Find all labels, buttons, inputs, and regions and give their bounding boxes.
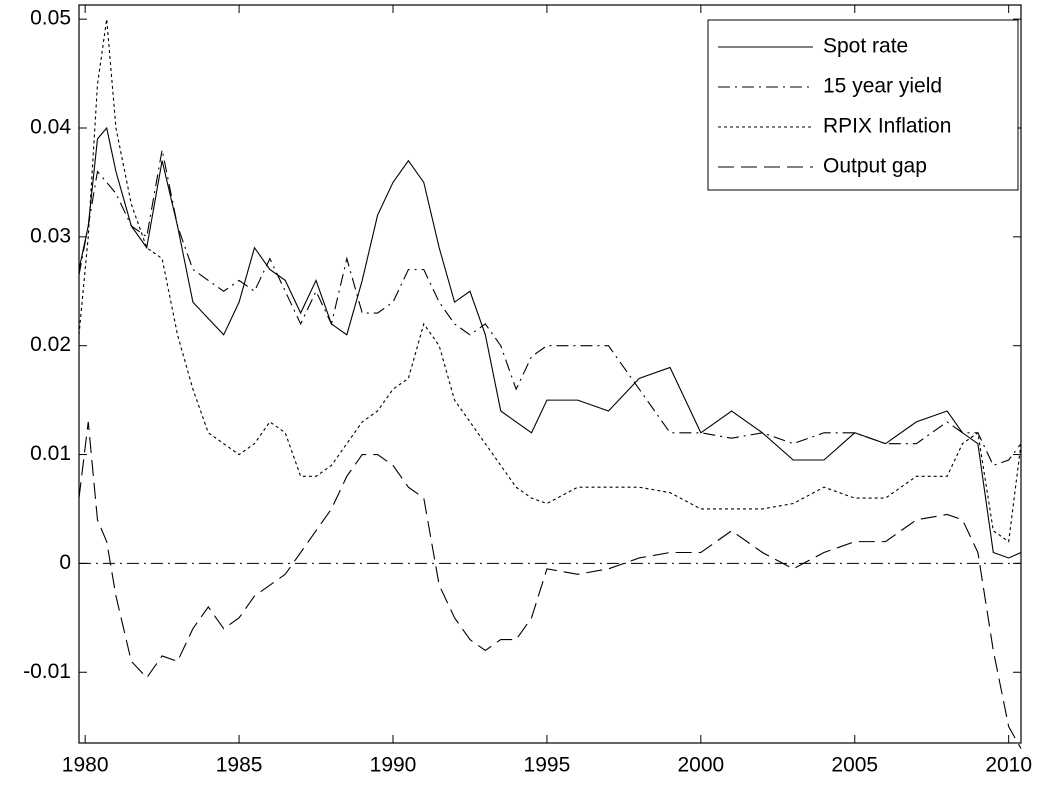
y-tick-label: -0.01 bbox=[23, 660, 71, 683]
x-tick-label: 1985 bbox=[216, 754, 263, 777]
series-line bbox=[78, 149, 1022, 467]
y-tick-label: 0.02 bbox=[30, 333, 71, 356]
y-tick-label: 0.05 bbox=[30, 7, 71, 30]
x-tick-label: 1980 bbox=[62, 754, 109, 777]
x-tick-label: 2000 bbox=[677, 754, 724, 777]
legend-label: RPIX Inflation bbox=[823, 115, 951, 138]
x-tick-label: 1990 bbox=[370, 754, 417, 777]
legend-label: Output gap bbox=[823, 155, 927, 178]
legend-label: Spot rate bbox=[823, 35, 908, 58]
y-tick-label: 0.03 bbox=[30, 224, 71, 247]
y-tick-label: 0 bbox=[59, 551, 71, 574]
plot-frame bbox=[78, 4, 1022, 744]
x-tick-label: 2010 bbox=[985, 754, 1032, 777]
series-line bbox=[78, 421, 1022, 749]
legend-box bbox=[707, 19, 1019, 191]
legend-label: 15 year yield bbox=[823, 75, 942, 98]
x-tick-label: 1995 bbox=[524, 754, 571, 777]
x-tick-label: 2005 bbox=[831, 754, 878, 777]
y-tick-label: 0.04 bbox=[30, 116, 71, 139]
series-line bbox=[78, 126, 1022, 559]
y-tick-label: 0.01 bbox=[30, 442, 71, 465]
